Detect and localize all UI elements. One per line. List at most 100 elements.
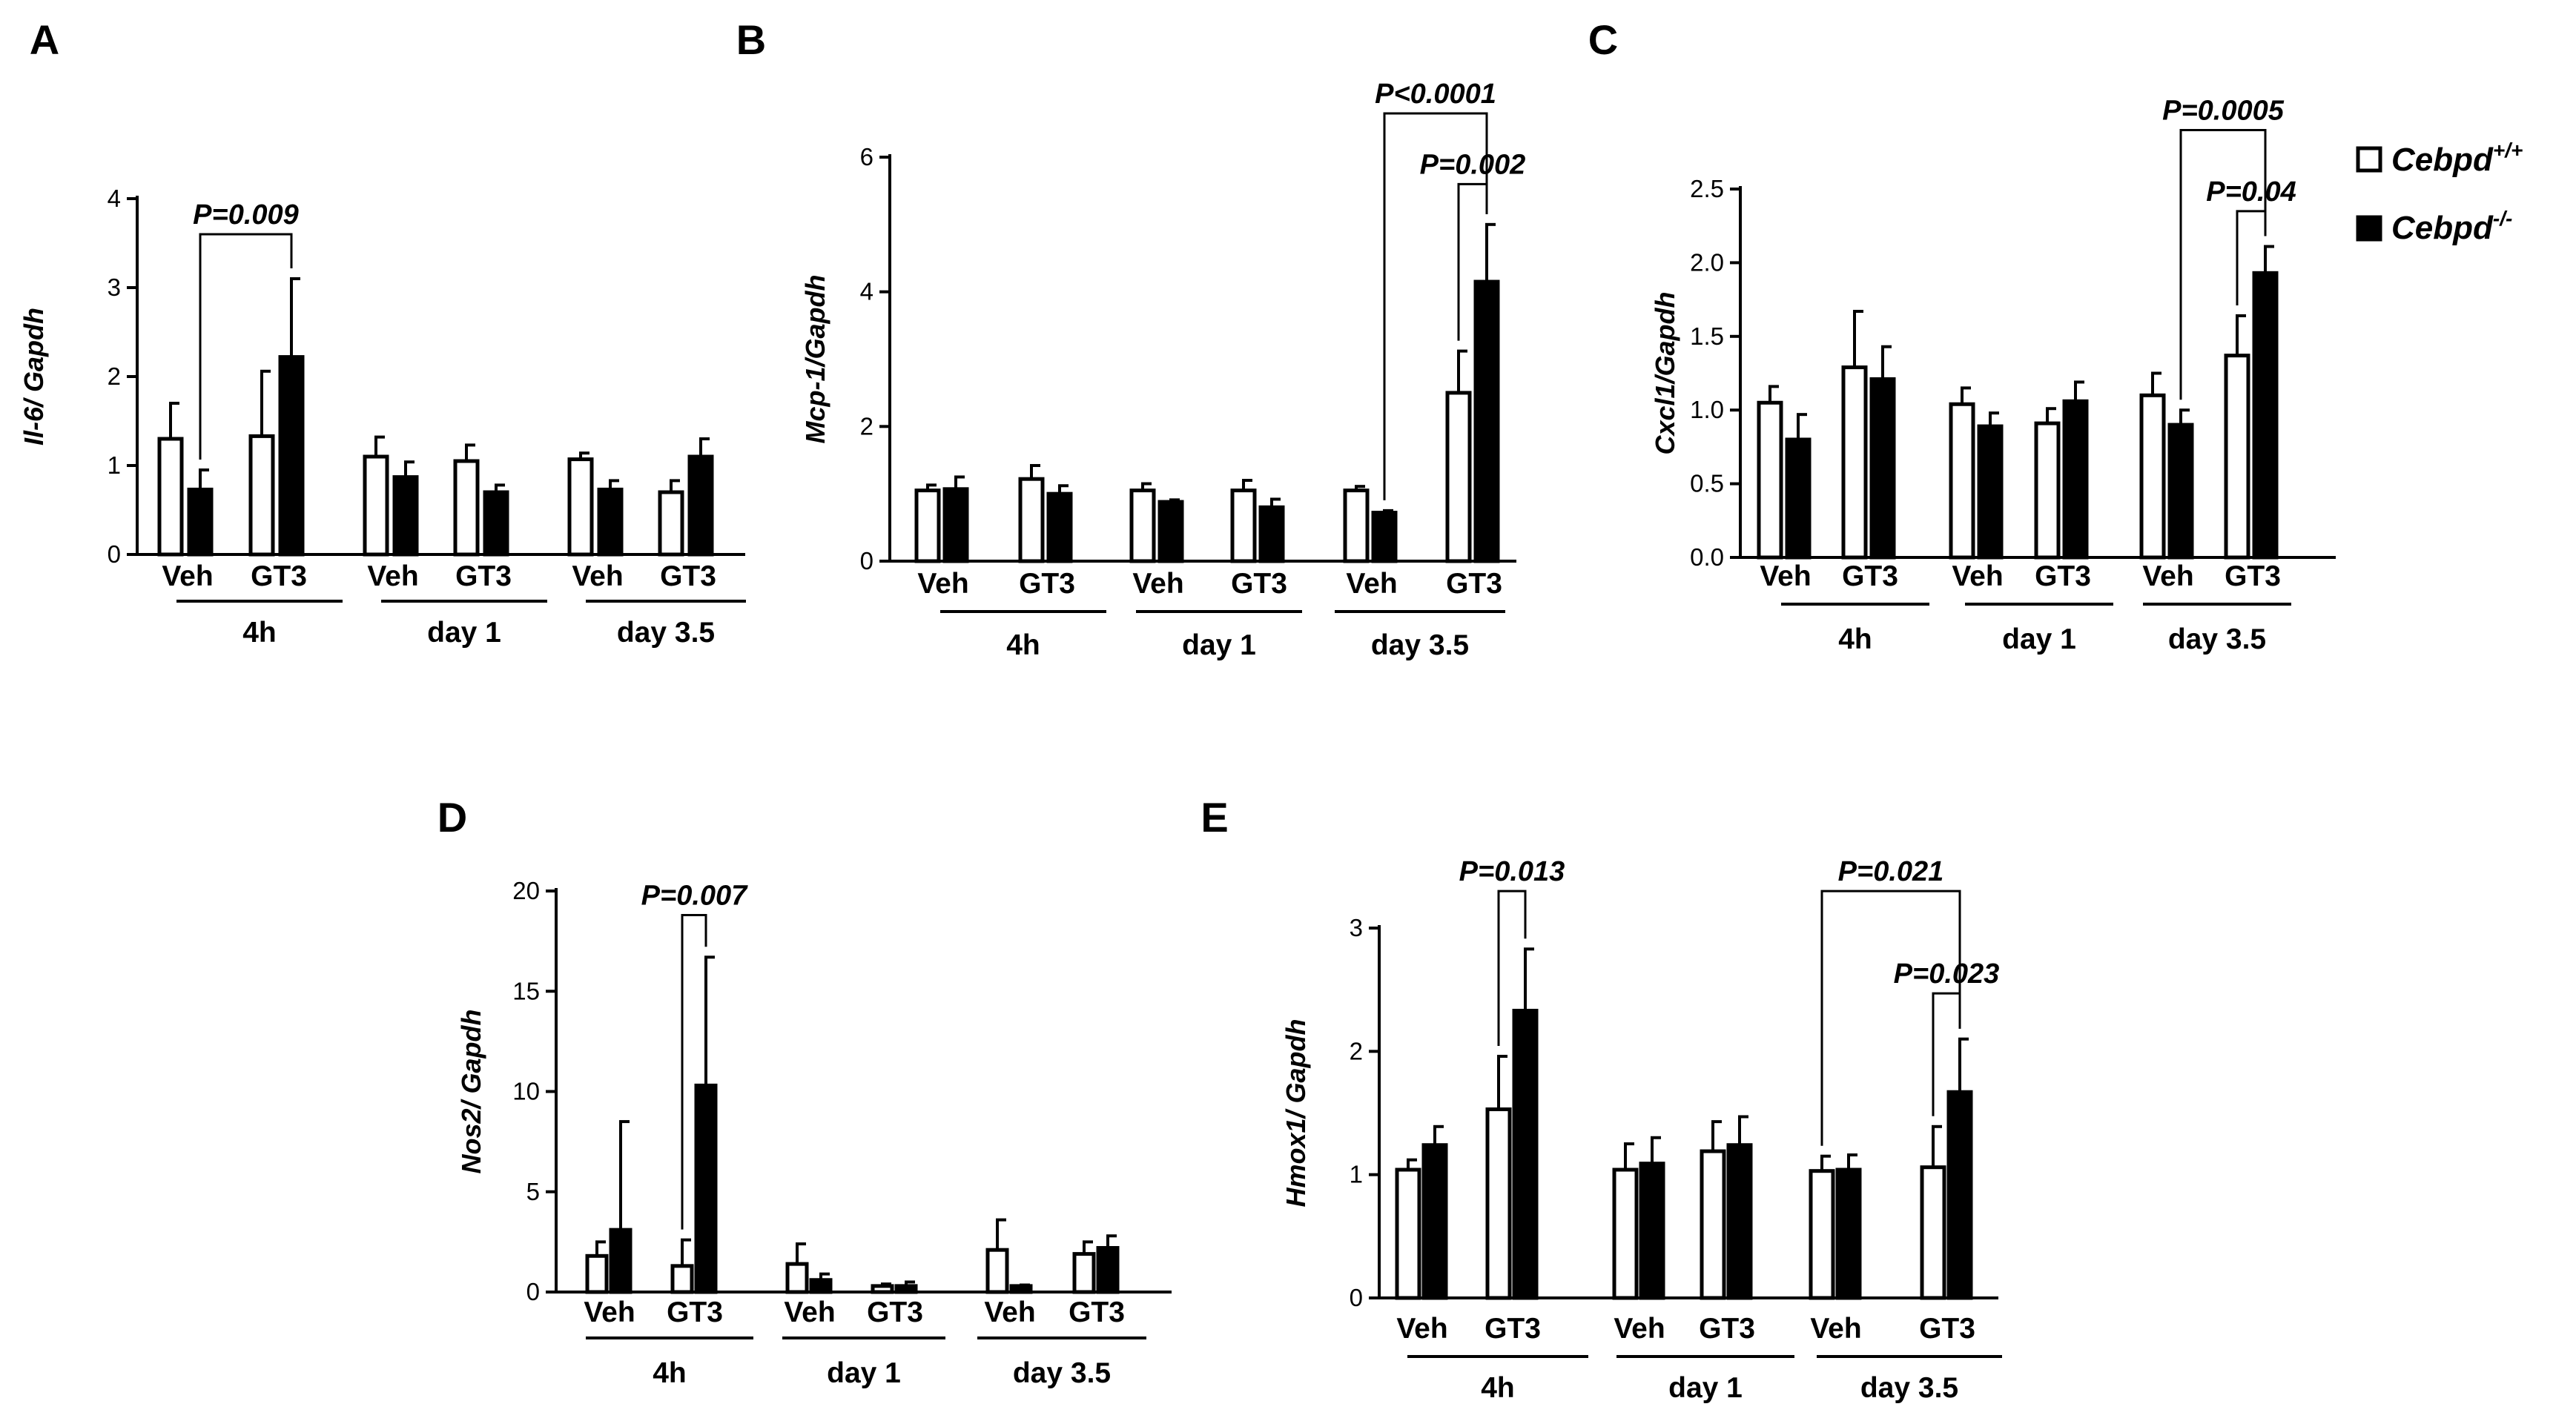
bar-knockout bbox=[1157, 500, 1184, 563]
bar-wildtype bbox=[1129, 488, 1156, 563]
bar-knockout bbox=[1977, 424, 2004, 560]
panel-label: B bbox=[736, 16, 766, 63]
bar-wildtype bbox=[914, 488, 941, 563]
y-tick-label: 2 bbox=[108, 362, 121, 390]
bar-knockout bbox=[597, 487, 624, 557]
category-label: Veh bbox=[1760, 560, 1811, 592]
bar-knockout bbox=[1869, 377, 1896, 560]
y-tick-label: 1.5 bbox=[1690, 322, 1724, 350]
bar-knockout bbox=[187, 487, 214, 557]
bar-wildtype bbox=[2034, 421, 2061, 560]
category-label: GT3 bbox=[2035, 560, 2091, 592]
significance-bracket bbox=[2236, 210, 2267, 305]
p-value-label: P=0.007 bbox=[641, 880, 748, 911]
bar-wildtype bbox=[1757, 400, 1783, 560]
category-label: GT3 bbox=[1919, 1313, 1975, 1345]
p-value-label: P=0.021 bbox=[1838, 856, 1944, 887]
bar-wildtype bbox=[585, 1253, 609, 1294]
y-tick-label: 1.0 bbox=[1690, 396, 1724, 423]
bar-knockout bbox=[1258, 505, 1285, 563]
group-label: day 1 bbox=[427, 617, 501, 649]
panel-a: A 0 1 2 3 4 Il-6/ Gapdh Veh GT3 Veh GT3 Veh GT3 4h day… bbox=[19, 16, 746, 649]
bar-wildtype bbox=[1230, 488, 1257, 563]
y-axis-label: Nos2/ Gapdh bbox=[456, 1009, 486, 1173]
panel-label: E bbox=[1201, 794, 1228, 841]
significance-bracket bbox=[1383, 112, 1488, 500]
category-label: Veh bbox=[784, 1296, 835, 1328]
bar-knockout bbox=[1512, 1008, 1539, 1300]
category-label: Veh bbox=[162, 560, 213, 592]
bar-knockout bbox=[1835, 1167, 1862, 1300]
category-label: GT3 bbox=[1842, 560, 1898, 592]
category-label: Veh bbox=[1132, 568, 1183, 600]
category-label: GT3 bbox=[660, 560, 716, 592]
bar-knockout bbox=[1785, 437, 1812, 560]
significance-bracket bbox=[199, 233, 293, 460]
bar-wildtype bbox=[1841, 365, 1868, 560]
y-tick-label: 0 bbox=[526, 1278, 540, 1305]
group-label: day 3.5 bbox=[1013, 1357, 1111, 1389]
bar-wildtype bbox=[2224, 354, 2250, 560]
legend-label-knockout: Cebpd-/- bbox=[2391, 207, 2512, 246]
y-tick-label: 2 bbox=[860, 412, 873, 440]
panel-e: E 0 1 2 3 Hmox1/ Gapdh Veh GT3 Veh GT3 Veh GT3 4h day… bbox=[1201, 794, 2002, 1404]
bar-wildtype bbox=[1018, 477, 1045, 563]
category-label: GT3 bbox=[2225, 560, 2281, 592]
bar-knockout bbox=[609, 1228, 633, 1294]
y-axis-label: Hmox1/ Gapdh bbox=[1281, 1018, 1311, 1207]
group-label: 4h bbox=[242, 617, 277, 649]
bar-knockout bbox=[1421, 1143, 1448, 1300]
category-label: GT3 bbox=[1019, 568, 1075, 600]
bar-knockout bbox=[2167, 423, 2194, 560]
bar-knockout bbox=[694, 1083, 718, 1294]
group-label: day 1 bbox=[2002, 623, 2076, 655]
group-label: day 3.5 bbox=[1371, 629, 1469, 661]
group-label: 4h bbox=[1481, 1372, 1515, 1404]
category-label: GT3 bbox=[1446, 568, 1502, 600]
bar-knockout bbox=[2252, 271, 2279, 560]
y-axis-label: Cxcl1/Gapdh bbox=[1650, 291, 1680, 454]
y-tick-label: 0.0 bbox=[1690, 543, 1724, 571]
bar-knockout bbox=[942, 487, 969, 563]
category-label: Veh bbox=[1614, 1313, 1665, 1345]
bar-wildtype bbox=[1612, 1167, 1639, 1300]
significance-bracket bbox=[681, 913, 707, 1230]
y-axis-label: Mcp-1/Gapdh bbox=[800, 274, 830, 443]
bar-knockout bbox=[894, 1284, 918, 1294]
category-label: GT3 bbox=[867, 1296, 923, 1328]
y-tick-label: 1 bbox=[108, 451, 121, 479]
category-label: GT3 bbox=[667, 1296, 723, 1328]
category-label: Veh bbox=[917, 568, 968, 600]
bar-wildtype bbox=[1485, 1107, 1512, 1300]
panel-label: D bbox=[437, 794, 467, 841]
bar-knockout bbox=[687, 454, 714, 557]
bar-wildtype bbox=[363, 454, 389, 557]
bar-knockout bbox=[2062, 399, 2089, 560]
bar-wildtype bbox=[567, 457, 594, 557]
bar-wildtype bbox=[1949, 402, 1975, 560]
p-value-label: P=0.023 bbox=[1894, 958, 2000, 990]
bar-knockout bbox=[1096, 1245, 1120, 1294]
category-label: GT3 bbox=[1069, 1296, 1125, 1328]
panel-b: B 0 2 4 6 Mcp-1/Gapdh Veh GT3 Veh GT3 Veh GT3 4h day … bbox=[736, 16, 1526, 661]
category-label: GT3 bbox=[251, 560, 307, 592]
y-tick-label: 4 bbox=[108, 185, 121, 212]
group-label: 4h bbox=[1006, 629, 1040, 661]
category-label: Veh bbox=[572, 560, 623, 592]
category-label: GT3 bbox=[1484, 1313, 1541, 1345]
legend-swatch-wildtype bbox=[2356, 146, 2382, 173]
category-label: Veh bbox=[584, 1296, 635, 1328]
bar-wildtype bbox=[157, 437, 184, 557]
bar-wildtype bbox=[1445, 391, 1472, 563]
bar-knockout bbox=[809, 1278, 833, 1294]
panel-c: C 0.0 0.5 1.0 1.5 2.0 2.5 Cxcl1/Gapdh Veh GT3 Veh G… bbox=[1588, 16, 2336, 655]
group-label: day 3.5 bbox=[2168, 623, 2266, 655]
panel-d: D 0 5 10 15 20 Nos2/ Gapdh Veh GT3 Veh GT3 Veh GT3 4h… bbox=[437, 794, 1172, 1389]
bar-wildtype bbox=[658, 490, 684, 557]
bar-wildtype bbox=[1809, 1169, 1835, 1300]
bar-wildtype bbox=[1343, 488, 1370, 563]
significance-bracket bbox=[1820, 890, 1961, 1146]
y-tick-label: 3 bbox=[108, 274, 121, 301]
bar-wildtype bbox=[1395, 1167, 1421, 1300]
